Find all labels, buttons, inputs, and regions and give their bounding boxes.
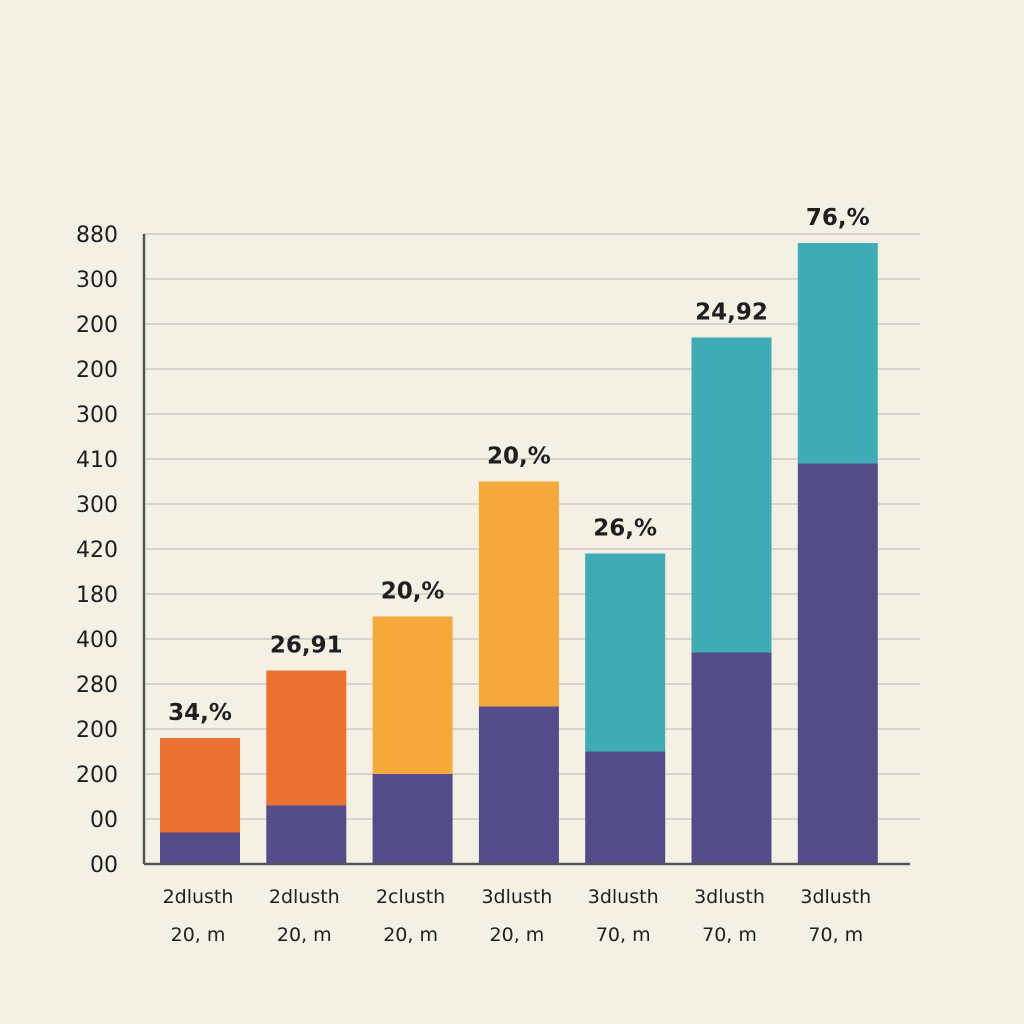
data-label: 20,% <box>487 444 551 470</box>
x-category-label: 2dlusth <box>163 886 234 908</box>
y-tick-label: 200 <box>76 358 118 383</box>
x-category-sublabel: 70, m <box>596 924 651 946</box>
y-axis-tick-labels: 00 00 200 200 280 400 180 420 300 410 300 200 200 300… <box>76 223 118 878</box>
y-tick-label: 400 <box>76 628 118 653</box>
bar-segment-lower <box>691 652 772 864</box>
bar-segment-upper <box>797 243 878 464</box>
x-category-label: 3dlusth <box>800 886 871 908</box>
bar-segment-upper <box>266 670 347 806</box>
data-label: 20,% <box>381 579 445 605</box>
y-tick-label: 880 <box>76 223 118 248</box>
bar-segment-upper <box>585 553 666 752</box>
x-category-label: 3dlusth <box>694 886 765 908</box>
y-tick-label: 300 <box>76 268 118 293</box>
x-category-sublabel: 20, m <box>383 924 438 946</box>
data-label: 26,% <box>593 516 657 542</box>
bar-segment-upper <box>691 337 772 653</box>
y-tick-label: 200 <box>76 763 118 788</box>
x-category-sublabel: 20, m <box>277 924 332 946</box>
data-label: 24,92 <box>695 300 768 326</box>
bar-segment-lower <box>266 805 347 864</box>
bar-segment-lower <box>160 832 240 864</box>
x-category-sublabel: 70, m <box>808 924 863 946</box>
x-category-sublabel: 20, m <box>171 924 226 946</box>
y-tick-label: 200 <box>76 718 118 743</box>
data-label: 26,91 <box>270 633 343 659</box>
bars <box>160 243 878 864</box>
y-tick-label: 420 <box>76 538 118 563</box>
bar-segment-lower <box>797 463 878 864</box>
bar-segment-upper <box>372 616 453 774</box>
bar-segment-upper <box>478 481 559 707</box>
y-tick-label: 180 <box>76 583 118 608</box>
x-category-label: 2clusth <box>376 886 445 908</box>
x-category-label: 3dlusth <box>481 886 552 908</box>
data-label: 76,% <box>806 205 870 231</box>
y-tick-label: 00 <box>90 808 118 833</box>
y-tick-label: 00 <box>90 853 118 878</box>
data-label: 34,% <box>168 700 232 726</box>
x-category-label: 3dlusth <box>588 886 659 908</box>
y-tick-label: 300 <box>76 493 118 518</box>
bar-segment-lower <box>585 751 666 864</box>
bar-segment-lower <box>372 774 453 864</box>
x-category-sublabel: 20, m <box>490 924 545 946</box>
y-tick-label: 300 <box>76 403 118 428</box>
y-tick-label: 280 <box>76 673 118 698</box>
x-axis-category-labels: 2dlusth 20, m 2dlusth 20, m 2clusth 20, m 3dlu… <box>163 886 872 946</box>
y-tick-label: 200 <box>76 313 118 338</box>
data-labels: 34,% 26,91 20,% 20,% 26,% 24,92 76,% <box>168 205 870 726</box>
x-category-label: 2dlusth <box>269 886 340 908</box>
y-tick-label: 410 <box>76 448 118 473</box>
bar-segment-lower <box>478 706 559 864</box>
x-category-sublabel: 70, m <box>702 924 757 946</box>
bar-segment-upper <box>160 738 240 833</box>
